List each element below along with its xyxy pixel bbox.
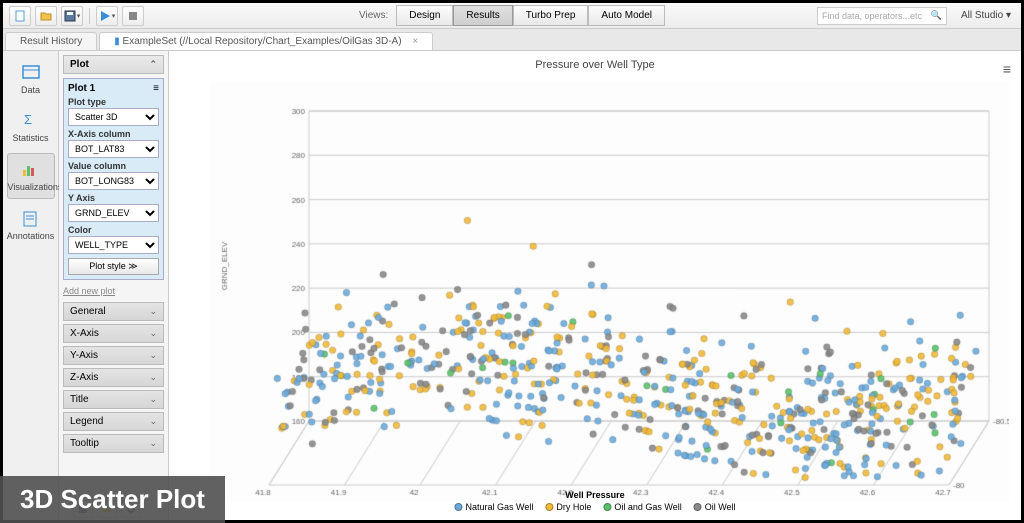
section-xaxis[interactable]: X-Axis⌄ xyxy=(63,324,164,343)
section-general[interactable]: General⌄ xyxy=(63,302,164,321)
save-icon[interactable]: ▾ xyxy=(61,6,83,26)
section-tooltip[interactable]: Tooltip⌄ xyxy=(63,434,164,453)
section-title[interactable]: Title⌄ xyxy=(63,390,164,409)
legend-item[interactable]: Natural Gas Well xyxy=(454,502,533,512)
close-icon[interactable]: × xyxy=(412,36,418,47)
main-toolbar: ▾ ▾ Views: DesignResultsTurbo PrepAuto M… xyxy=(3,3,1021,29)
scatter-3d-canvas[interactable] xyxy=(209,81,1009,501)
view-tab-design[interactable]: Design xyxy=(396,5,453,26)
result-history-tab[interactable]: Result History xyxy=(5,32,97,50)
add-plot-link[interactable]: Add new plot xyxy=(63,286,164,296)
config-panel: Plot⌃ Plot 1 ≡ Plot type Scatter 3D X-Axi… xyxy=(59,51,169,520)
view-tab-auto-model[interactable]: Auto Model xyxy=(588,5,665,26)
value-label: Value column xyxy=(68,161,159,171)
value-select[interactable]: BOT_LONG83 xyxy=(68,172,159,190)
search-input[interactable]: Find data, operators...etc 🔍 xyxy=(817,7,947,25)
legend-item[interactable]: Oil Well xyxy=(694,502,736,512)
chart-menu-icon[interactable]: ≡ xyxy=(1003,61,1011,77)
color-select[interactable]: WELL_TYPE xyxy=(68,236,159,254)
view-tab-results[interactable]: Results xyxy=(453,5,512,26)
rail-data[interactable]: Data xyxy=(7,57,55,101)
open-folder-icon[interactable] xyxy=(35,6,57,26)
section-yaxis[interactable]: Y-Axis⌄ xyxy=(63,346,164,365)
rail-annotations[interactable]: Annotations xyxy=(7,203,55,247)
svg-text:Σ: Σ xyxy=(24,112,32,127)
rail-statistics[interactable]: ΣStatistics xyxy=(7,105,55,149)
plot1-group: Plot 1 ≡ Plot type Scatter 3D X-Axis colu… xyxy=(63,78,164,280)
chart-area: Pressure over Well Type ≡ Well Pressure … xyxy=(169,51,1021,520)
chart-legend: Well Pressure Natural Gas Well Dry Hole Oi… xyxy=(454,490,735,512)
new-file-icon[interactable] xyxy=(9,6,31,26)
legend-title: Well Pressure xyxy=(565,490,624,500)
stop-icon[interactable] xyxy=(122,6,144,26)
xaxis-select[interactable]: BOT_LAT83 xyxy=(68,140,159,158)
panel-header-plot[interactable]: Plot⌃ xyxy=(63,55,164,74)
chart-title: Pressure over Well Type xyxy=(535,59,654,71)
legend-item[interactable]: Dry Hole xyxy=(545,502,591,512)
play-icon[interactable]: ▾ xyxy=(96,6,118,26)
rail-visualizations[interactable]: Visualizations xyxy=(7,153,55,199)
plot-type-select[interactable]: Scatter 3D xyxy=(68,108,159,126)
color-label: Color xyxy=(68,225,159,235)
plot-type-label: Plot type xyxy=(68,97,159,107)
views-label: Views: xyxy=(359,10,388,21)
plot1-menu-icon[interactable]: ≡ xyxy=(153,83,159,94)
yaxis-select[interactable]: GRND_ELEV xyxy=(68,204,159,222)
legend-item[interactable]: Oil and Gas Well xyxy=(603,502,681,512)
yaxis-label: Y Axis xyxy=(68,193,159,203)
studio-menu[interactable]: All Studio ▾ xyxy=(957,8,1015,23)
overlay-caption: 3D Scatter Plot xyxy=(0,476,225,523)
section-legend[interactable]: Legend⌄ xyxy=(63,412,164,431)
exampleset-tab[interactable]: ▮ ExampleSet (//Local Repository/Chart_E… xyxy=(99,32,433,50)
left-rail: DataΣStatisticsVisualizationsAnnotations xyxy=(3,51,59,520)
view-tab-turbo-prep[interactable]: Turbo Prep xyxy=(513,5,589,26)
xaxis-label: X-Axis column xyxy=(68,129,159,139)
plot-style-button[interactable]: Plot style ≫ xyxy=(68,258,159,275)
section-zaxis[interactable]: Z-Axis⌄ xyxy=(63,368,164,387)
tab-bar: Result History ▮ ExampleSet (//Local Rep… xyxy=(3,29,1021,51)
plot1-title: Plot 1 xyxy=(68,83,95,94)
